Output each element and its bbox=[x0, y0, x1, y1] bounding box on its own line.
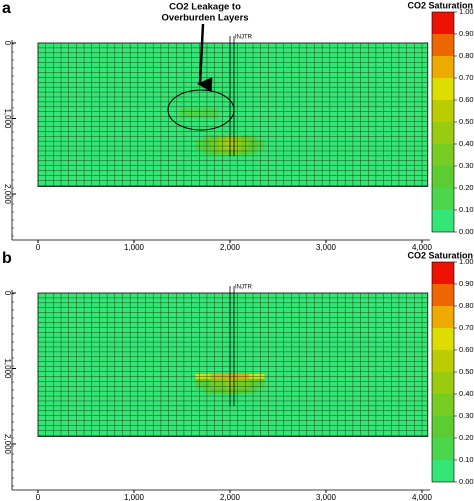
colorbar-tick-label: 0.50 bbox=[459, 117, 474, 126]
colorbar-band bbox=[432, 12, 454, 34]
x-tick-label: 1,000 bbox=[124, 243, 145, 252]
annotation-ellipse bbox=[167, 89, 235, 131]
x-tick-label: 1,000 bbox=[124, 493, 145, 501]
colorbar-band bbox=[432, 372, 454, 394]
colorbar-tick-label: 0.10 bbox=[459, 455, 474, 464]
y-tick-label: 0 bbox=[3, 291, 12, 296]
colorbar-band bbox=[432, 78, 454, 100]
colorbar-tick-label: 1.00 bbox=[459, 257, 474, 266]
colorbar-band bbox=[432, 144, 454, 166]
x-tick-label: 0 bbox=[36, 243, 41, 252]
colorbar-tick-label: 0.70 bbox=[459, 73, 474, 82]
panel-label: a bbox=[2, 0, 11, 17]
y-tick-label: 1,000 bbox=[3, 358, 12, 379]
colorbar-title: CO2 Saturation bbox=[407, 0, 473, 10]
y-tick-label: 2,000 bbox=[3, 184, 12, 205]
colorbar-band bbox=[432, 166, 454, 188]
colorbar-band bbox=[432, 460, 454, 482]
colorbar-tick-label: 0.60 bbox=[459, 345, 474, 354]
well-label: INJTR bbox=[235, 285, 253, 291]
x-tick-label: 3,000 bbox=[316, 493, 337, 501]
y-tick-label: 0 bbox=[3, 41, 12, 46]
x-tick-label: 3,000 bbox=[316, 243, 337, 252]
colorbar-tick-label: 0.30 bbox=[459, 161, 474, 170]
colorbar-tick-label: 0.60 bbox=[459, 95, 474, 104]
colorbar-band bbox=[432, 394, 454, 416]
colorbar-tick-label: 0.10 bbox=[459, 205, 474, 214]
colorbar-band bbox=[432, 100, 454, 122]
x-tick-label: 4,000 bbox=[412, 243, 433, 252]
colorbar-title: CO2 Saturation bbox=[407, 250, 473, 260]
colorbar-band bbox=[432, 188, 454, 210]
y-tick-label: 2,000 bbox=[3, 434, 12, 455]
x-tick-label: 2,000 bbox=[220, 493, 241, 501]
colorbar-tick-label: 0.50 bbox=[459, 367, 474, 376]
colorbar-tick-label: 0.20 bbox=[459, 183, 474, 192]
colorbar-band bbox=[432, 34, 454, 56]
colorbar-band bbox=[432, 262, 454, 284]
panel: b 0 1,000 2,000 3,000 4,000 0 1,000 2,000 INJTR CO… bbox=[2, 250, 474, 501]
annotation: Overburden Layers bbox=[161, 13, 248, 24]
colorbar-tick-label: 0.40 bbox=[459, 139, 474, 148]
colorbar-tick-label: 0.00 bbox=[459, 477, 474, 486]
annotation: CO2 Leakage to bbox=[169, 2, 241, 13]
x-tick-label: 0 bbox=[36, 493, 41, 501]
grid-background bbox=[37, 292, 429, 437]
panel: a 0 1,000 2,000 3,000 4,000 0 1,000 2,000 INJTR CO… bbox=[2, 0, 474, 252]
colorbar-band bbox=[432, 122, 454, 144]
colorbar-tick-label: 0.20 bbox=[459, 433, 474, 442]
colorbar-tick-label: 0.40 bbox=[459, 389, 474, 398]
colorbar-band bbox=[432, 416, 454, 438]
colorbar-tick-label: 0.90 bbox=[459, 29, 474, 38]
colorbar-band bbox=[432, 56, 454, 78]
colorbar-band bbox=[432, 328, 454, 350]
colorbar-tick-label: 0.00 bbox=[459, 227, 474, 236]
colorbar-tick-label: 0.80 bbox=[459, 301, 474, 310]
colorbar-tick-label: 1.00 bbox=[459, 7, 474, 16]
x-tick-label: 2,000 bbox=[220, 243, 241, 252]
colorbar-band bbox=[432, 284, 454, 306]
colorbar-band bbox=[432, 210, 454, 232]
colorbar-tick-label: 0.80 bbox=[459, 51, 474, 60]
colorbar-tick-label: 0.70 bbox=[459, 323, 474, 332]
well-label: INJTR bbox=[235, 35, 253, 41]
colorbar-band bbox=[432, 438, 454, 460]
colorbar-band bbox=[432, 350, 454, 372]
y-tick-label: 1,000 bbox=[3, 108, 12, 129]
annotation-arrow bbox=[197, 23, 213, 93]
panel-label: b bbox=[2, 250, 12, 267]
colorbar-band bbox=[432, 306, 454, 328]
colorbar-tick-label: 0.90 bbox=[459, 279, 474, 288]
x-tick-label: 4,000 bbox=[412, 493, 433, 501]
colorbar-tick-label: 0.30 bbox=[459, 411, 474, 420]
